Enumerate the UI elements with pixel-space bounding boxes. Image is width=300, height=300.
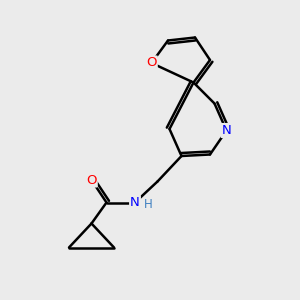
Text: N: N [222,124,231,137]
Text: O: O [146,56,157,70]
Text: H: H [144,197,153,211]
Text: O: O [86,173,97,187]
Text: N: N [130,196,140,209]
